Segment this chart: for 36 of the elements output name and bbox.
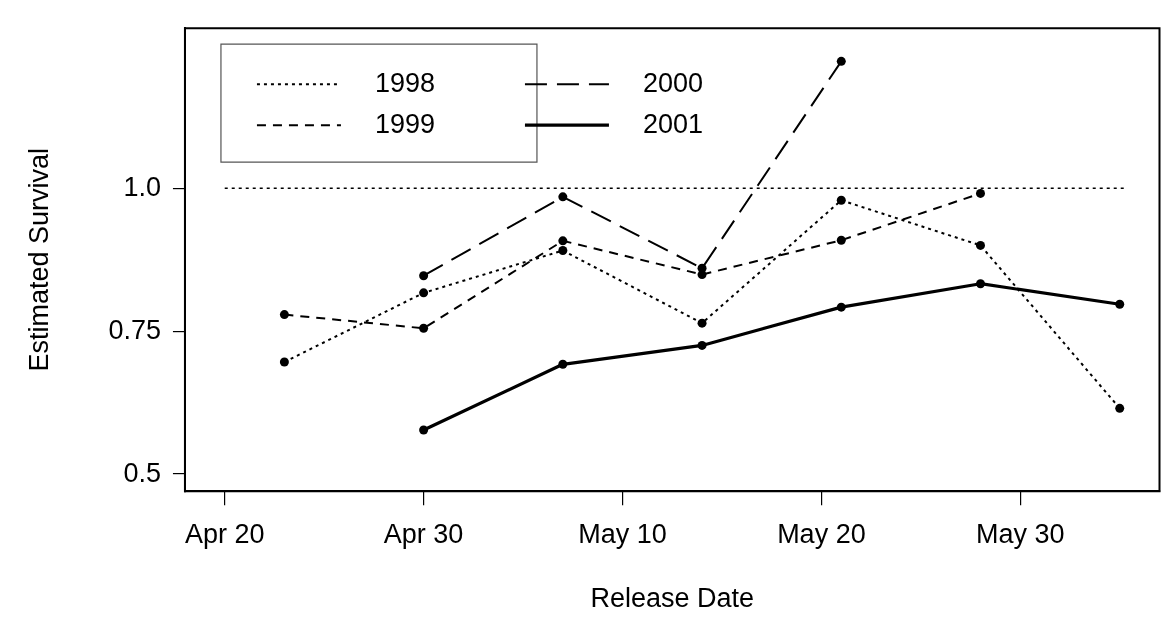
x-axis-title: Release Date (590, 583, 755, 614)
y-tick-label: 1.0 (123, 171, 161, 202)
point (558, 192, 568, 202)
point (419, 271, 429, 281)
y-axis-title: Estimated Survival (23, 147, 54, 372)
x-tick-label: May 30 (976, 518, 1065, 549)
point (558, 236, 568, 246)
x-tick-label: Apr 20 (184, 518, 265, 549)
legend-label: 2001 (642, 108, 704, 139)
x-tick-label: May 20 (777, 518, 866, 549)
point (419, 425, 429, 435)
point (1115, 299, 1125, 309)
point (976, 240, 985, 250)
point (697, 270, 707, 280)
point (976, 279, 985, 289)
point (697, 340, 707, 350)
point (279, 357, 289, 367)
point (836, 302, 846, 312)
legend-label: 1998 (374, 67, 436, 98)
point (279, 310, 289, 320)
point (1115, 403, 1125, 413)
point (836, 195, 846, 205)
point (558, 359, 568, 369)
point (976, 188, 985, 198)
point (697, 318, 707, 328)
y-tick-label: 0.5 (123, 457, 161, 488)
point (836, 56, 846, 66)
y-tick-label: 0.75 (108, 314, 161, 345)
x-tick-label: Apr 30 (383, 518, 464, 549)
legend-label: 1999 (374, 108, 436, 139)
point (558, 246, 568, 256)
point (836, 235, 846, 245)
legend-label: 2000 (642, 67, 704, 98)
x-tick-label: May 10 (578, 518, 667, 549)
point (419, 288, 429, 298)
point (419, 323, 429, 333)
